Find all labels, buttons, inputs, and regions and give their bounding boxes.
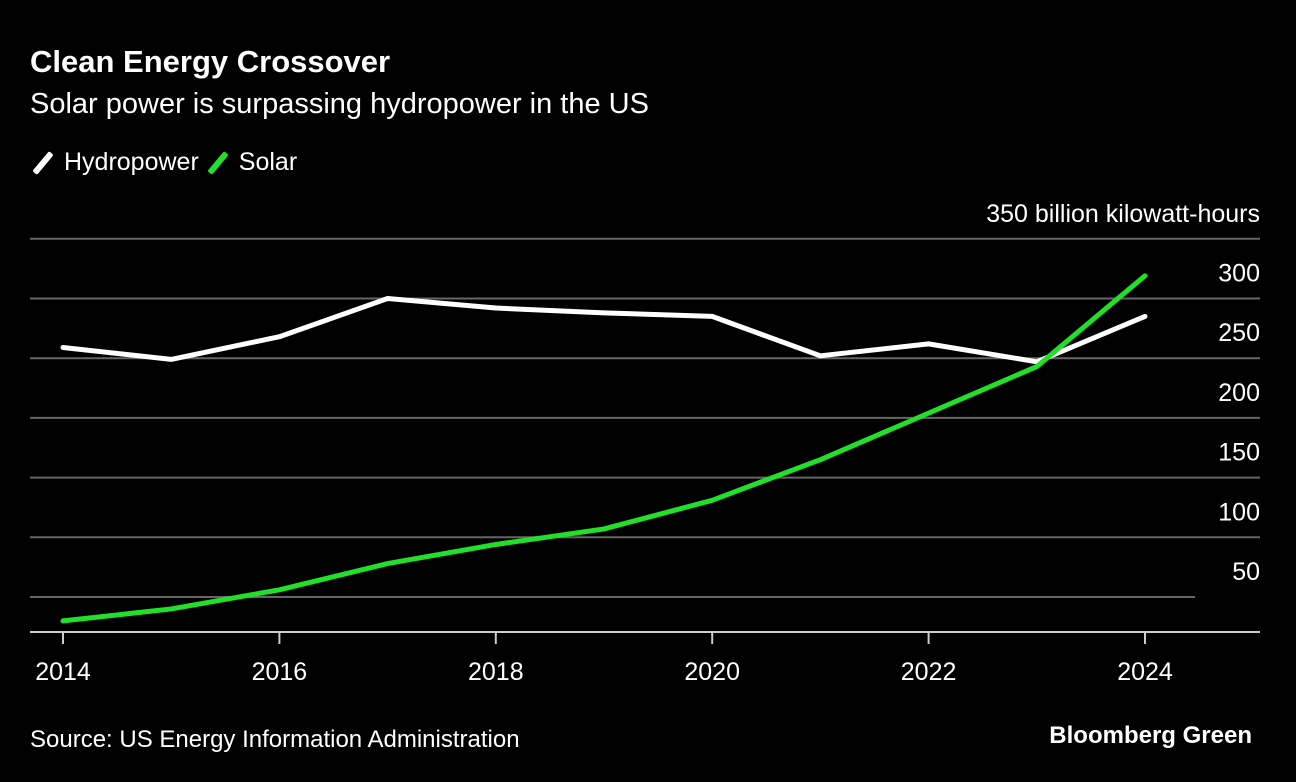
y-tick-label: 350 billion kilowatt-hours bbox=[986, 200, 1260, 228]
legend-label: Hydropower bbox=[64, 148, 199, 176]
series-line-hydropower bbox=[60, 296, 1148, 365]
legend-item-solar: Solar bbox=[205, 148, 297, 177]
y-tick-label: 200 bbox=[1218, 379, 1260, 407]
x-tick-label: 2014 bbox=[35, 658, 91, 686]
brand-logo: Bloomberg Green bbox=[1049, 722, 1252, 749]
y-tick-label: 300 bbox=[1218, 260, 1260, 288]
x-tick-label: 2016 bbox=[252, 658, 308, 686]
legend-item-hydropower: Hydropower bbox=[30, 148, 199, 177]
legend-label: Solar bbox=[238, 148, 298, 176]
y-tick-label: 100 bbox=[1218, 498, 1260, 526]
legend: Hydropower Solar bbox=[30, 148, 303, 177]
x-tick-label: 2024 bbox=[1117, 658, 1173, 686]
x-tick-label: 2018 bbox=[468, 658, 524, 686]
chart-title: Clean Energy Crossover bbox=[30, 44, 391, 79]
x-tick-label: 2022 bbox=[901, 658, 957, 686]
y-tick-label: 50 bbox=[1232, 558, 1260, 586]
x-tick-label: 2020 bbox=[684, 658, 740, 686]
y-tick-label: 250 bbox=[1218, 319, 1260, 347]
y-tick-label: 150 bbox=[1218, 439, 1260, 467]
chart-subtitle: Solar power is surpassing hydropower in … bbox=[30, 88, 649, 120]
source-note: Source: US Energy Information Administra… bbox=[30, 726, 520, 753]
series-line-solar bbox=[60, 273, 1148, 624]
